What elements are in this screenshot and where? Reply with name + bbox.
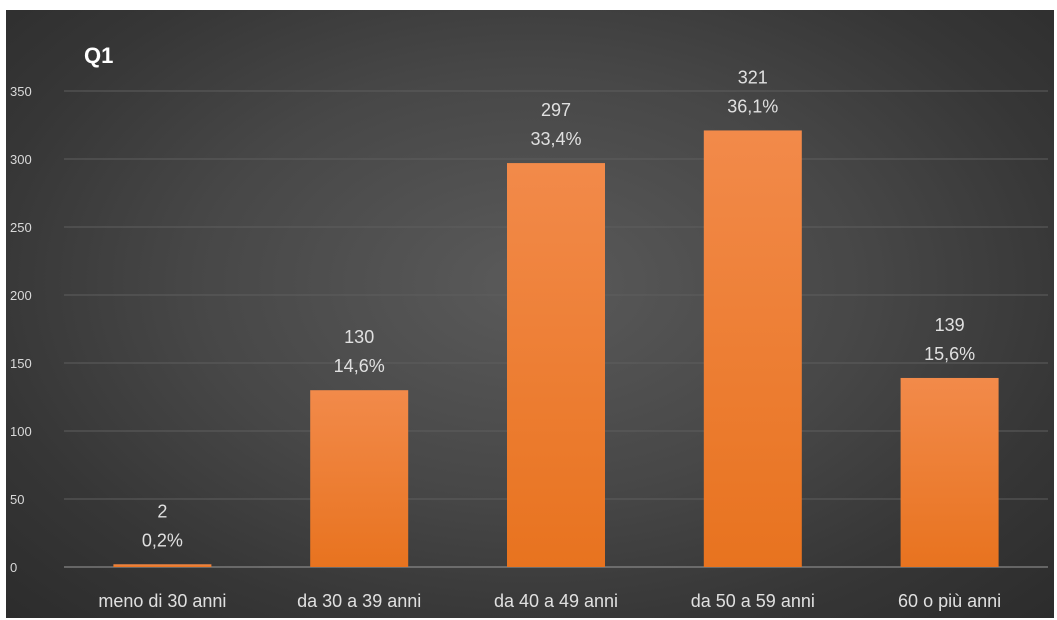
bar-chart: Q1 0 50 100 150 200 250 300 350 meno di 30 anni… xyxy=(10,43,1048,611)
data-label-value: 321 xyxy=(738,67,768,87)
bar xyxy=(507,163,605,567)
y-tick-label: 0 xyxy=(10,560,17,575)
x-tick-label: da 40 a 49 anni xyxy=(494,591,618,611)
bar xyxy=(310,390,409,567)
bar xyxy=(703,130,802,567)
data-label-percent: 15,6% xyxy=(924,344,975,364)
y-tick-label: 100 xyxy=(10,424,32,439)
y-tick-label: 50 xyxy=(10,492,24,507)
x-tick-label: da 50 a 59 anni xyxy=(691,591,815,611)
data-label-percent: 14,6% xyxy=(334,356,385,376)
data-label-value: 130 xyxy=(344,327,374,347)
bar xyxy=(113,564,212,567)
data-label-value: 297 xyxy=(541,100,571,120)
y-tick-label: 250 xyxy=(10,220,32,235)
x-tick-label: da 30 a 39 anni xyxy=(297,591,421,611)
x-tick-label: 60 o più anni xyxy=(898,591,1001,611)
bar xyxy=(900,377,999,567)
y-tick-label: 350 xyxy=(10,84,32,99)
x-tick-label: meno di 30 anni xyxy=(98,591,226,611)
data-label-percent: 0,2% xyxy=(142,530,183,550)
data-label-percent: 36,1% xyxy=(727,96,778,116)
data-label-value: 2 xyxy=(157,501,167,521)
data-label-value: 139 xyxy=(935,315,965,335)
data-label-percent: 33,4% xyxy=(530,129,581,149)
y-tick-label: 300 xyxy=(10,152,32,167)
y-tick-label: 200 xyxy=(10,288,32,303)
y-tick-label: 150 xyxy=(10,356,32,371)
chart-frame: Q1 0 50 100 150 200 250 300 350 meno di 30 anni… xyxy=(6,10,1054,618)
chart-title: Q1 xyxy=(84,43,113,68)
